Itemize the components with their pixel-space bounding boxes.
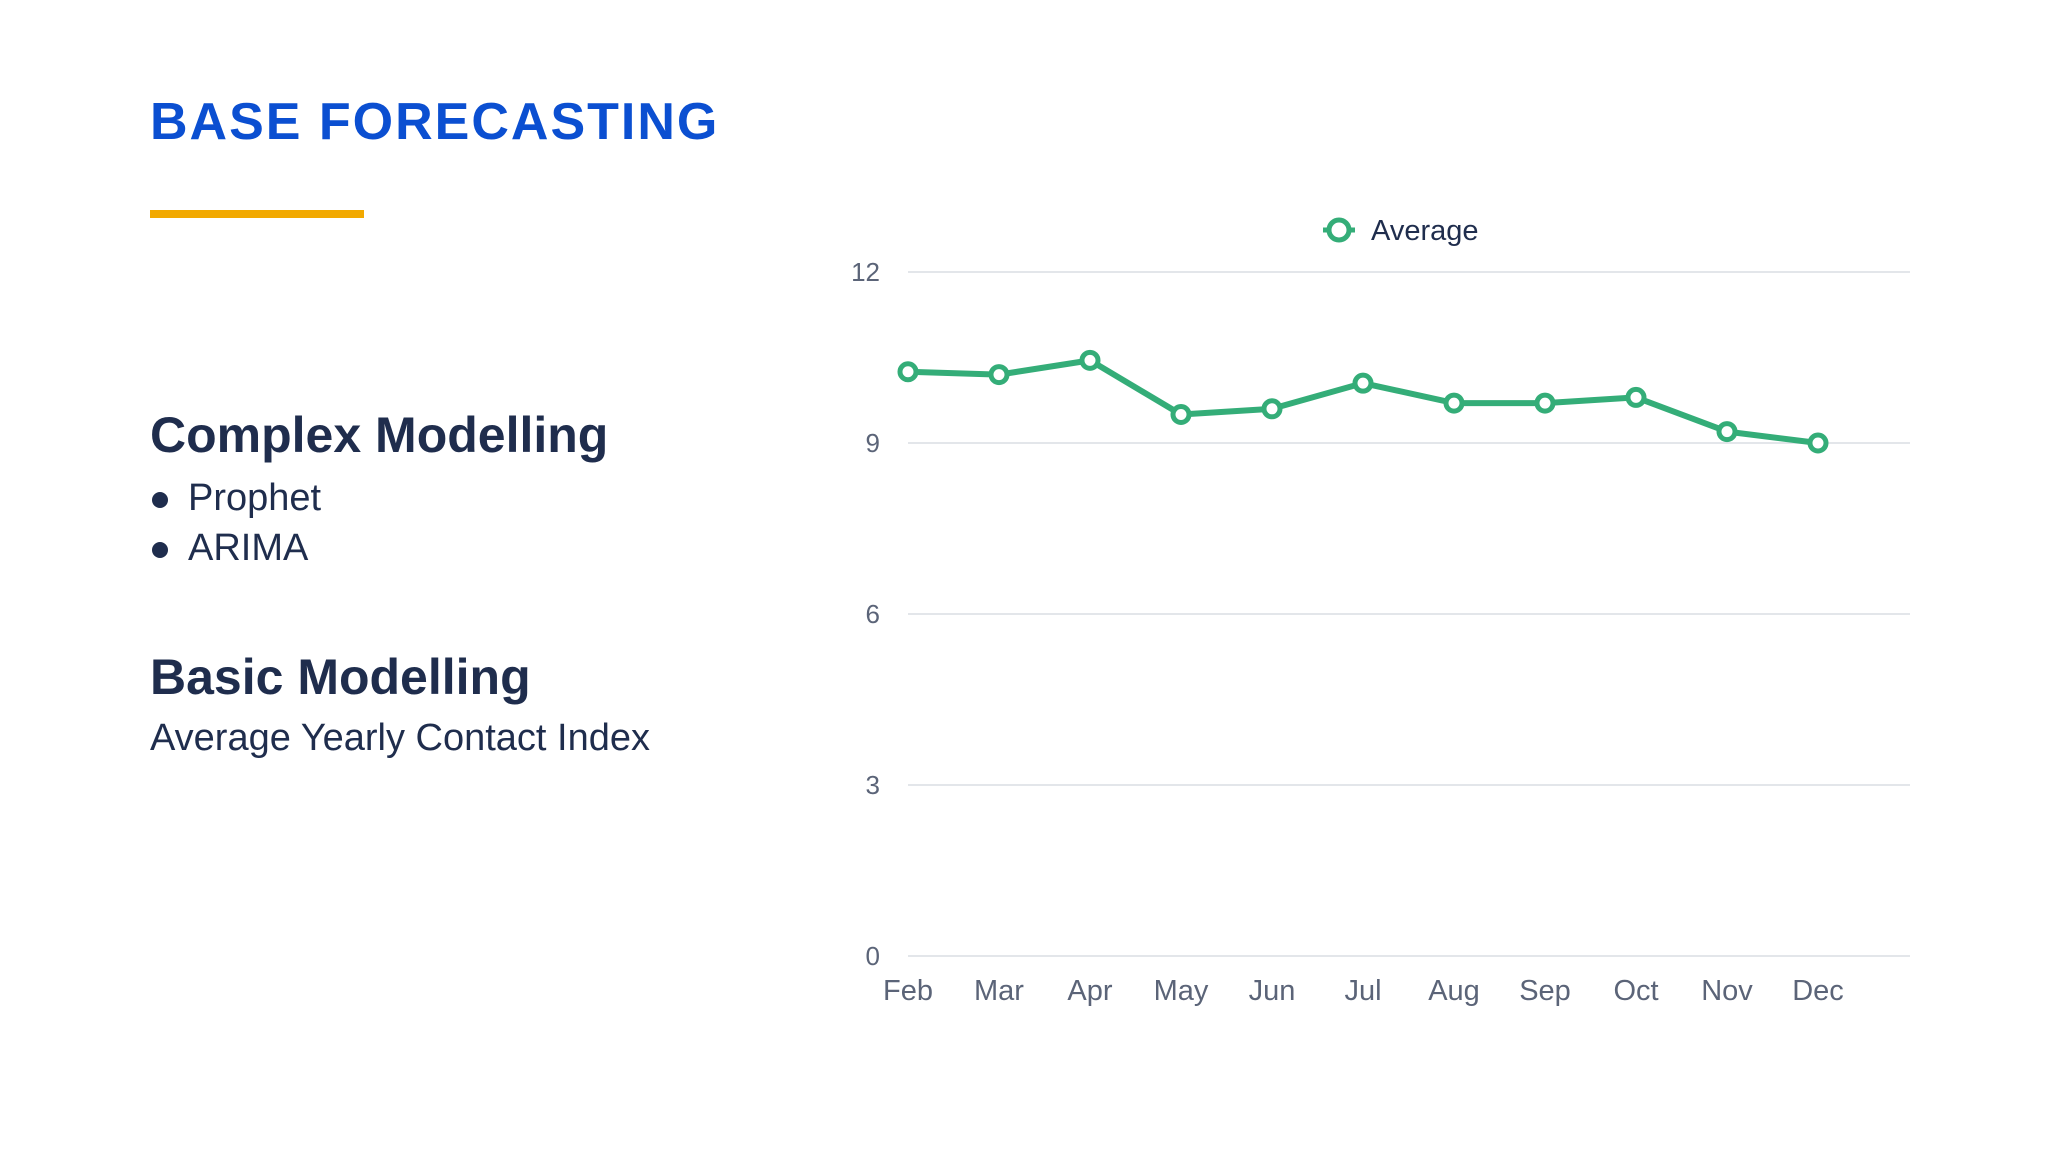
line-chart: 0 3 6 9 12 Feb Mar Apr May Jun Jul Aug Sep Oct Nov Dec A…: [820, 200, 1960, 1040]
x-tick-label: Jul: [1344, 975, 1381, 1007]
data-point: [1170, 404, 1192, 425]
x-tick-label: Jun: [1249, 975, 1296, 1007]
data-point: [897, 361, 919, 383]
data-point: [988, 364, 1010, 386]
list-item-arima: ARIMA: [150, 523, 608, 573]
x-tick-label: Aug: [1428, 975, 1480, 1007]
data-point: [1534, 392, 1556, 414]
data-point: [1807, 432, 1829, 454]
y-tick-label: 0: [866, 941, 880, 971]
x-tick-label: Sep: [1519, 975, 1571, 1007]
x-tick-label: Mar: [974, 975, 1024, 1007]
line-chart-svg: 0 3 6 9 12 Feb Mar Apr May Jun Jul Aug Sep Oct Nov Dec A…: [851, 215, 1910, 1007]
bullet-icon: [152, 542, 168, 558]
x-tick-label: Nov: [1701, 975, 1753, 1007]
y-tick-label: 3: [866, 770, 880, 800]
complex-modelling-heading: Complex Modelling: [150, 407, 609, 463]
basic-modelling-heading: Basic Modelling: [150, 649, 531, 705]
legend-marker-icon: [1326, 217, 1352, 243]
x-tick-label: Feb: [883, 975, 933, 1007]
complex-modelling-section: Complex Modelling Prophet ARIMA: [150, 408, 608, 573]
bullet-icon: [152, 492, 168, 508]
basic-modelling-subtitle: Average Yearly Contact Index: [150, 717, 650, 759]
data-point: [1443, 392, 1465, 414]
slide-title: BASE FORECASTING: [150, 93, 720, 151]
x-tick-label: Apr: [1067, 975, 1112, 1007]
data-point: [1079, 349, 1101, 371]
list-item-prophet: Prophet: [150, 473, 608, 523]
data-point: [1716, 421, 1738, 443]
x-tick-label: May: [1154, 975, 1209, 1007]
list-item-label: Prophet: [188, 477, 322, 519]
y-tick-label: 12: [851, 257, 880, 287]
data-point: [1261, 398, 1283, 420]
data-point: [1625, 386, 1647, 408]
legend-label: Average: [1371, 215, 1479, 247]
title-accent-bar: [150, 210, 364, 218]
y-tick-label: 6: [866, 599, 880, 629]
basic-modelling-section: Basic Modelling Average Yearly Contact I…: [150, 650, 650, 763]
complex-modelling-list: Prophet ARIMA: [150, 473, 608, 573]
y-tick-label: 9: [866, 428, 880, 458]
x-tick-label: Dec: [1792, 975, 1844, 1007]
data-point: [1352, 372, 1374, 394]
list-item-label: ARIMA: [188, 527, 309, 569]
x-tick-label: Oct: [1613, 975, 1658, 1007]
